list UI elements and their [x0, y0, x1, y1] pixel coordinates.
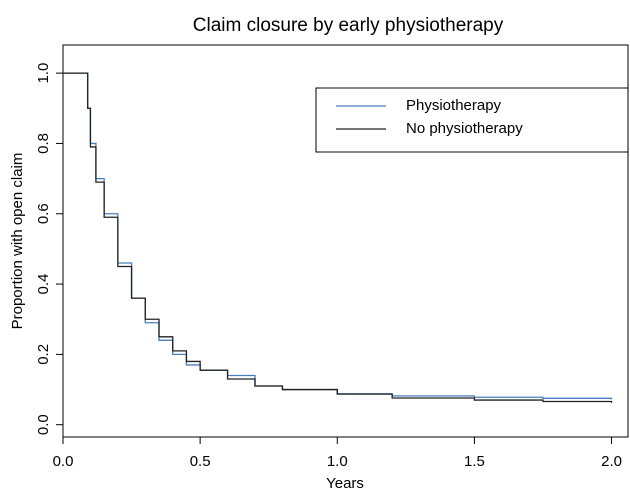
series-line: [63, 72, 613, 403]
y-tick-label: 0.6: [35, 203, 52, 224]
y-tick-label: 1.0: [35, 63, 52, 84]
legend-label: No physiotherapy: [406, 120, 523, 137]
x-tick-label: 2.0: [601, 453, 622, 470]
plot-frame: [62, 44, 629, 438]
y-tick-label: 0.0: [35, 414, 52, 435]
y-axis-label: Proportion with open claim: [9, 153, 26, 330]
x-tick-label: 0.5: [190, 453, 211, 470]
x-tick-label: 1.5: [464, 453, 485, 470]
legend-box: [315, 87, 629, 153]
x-axis-label: Years: [326, 475, 364, 491]
legend-label: Physiotherapy: [406, 97, 502, 114]
chart-title: Claim closure by early physiotherapy: [193, 15, 504, 36]
x-tick-label: 0.0: [53, 453, 74, 470]
y-tick-label: 0.4: [35, 274, 52, 295]
x-tick-label: 1.0: [327, 453, 348, 470]
y-tick-label: 0.8: [35, 133, 52, 154]
y-tick-label: 0.2: [35, 344, 52, 365]
